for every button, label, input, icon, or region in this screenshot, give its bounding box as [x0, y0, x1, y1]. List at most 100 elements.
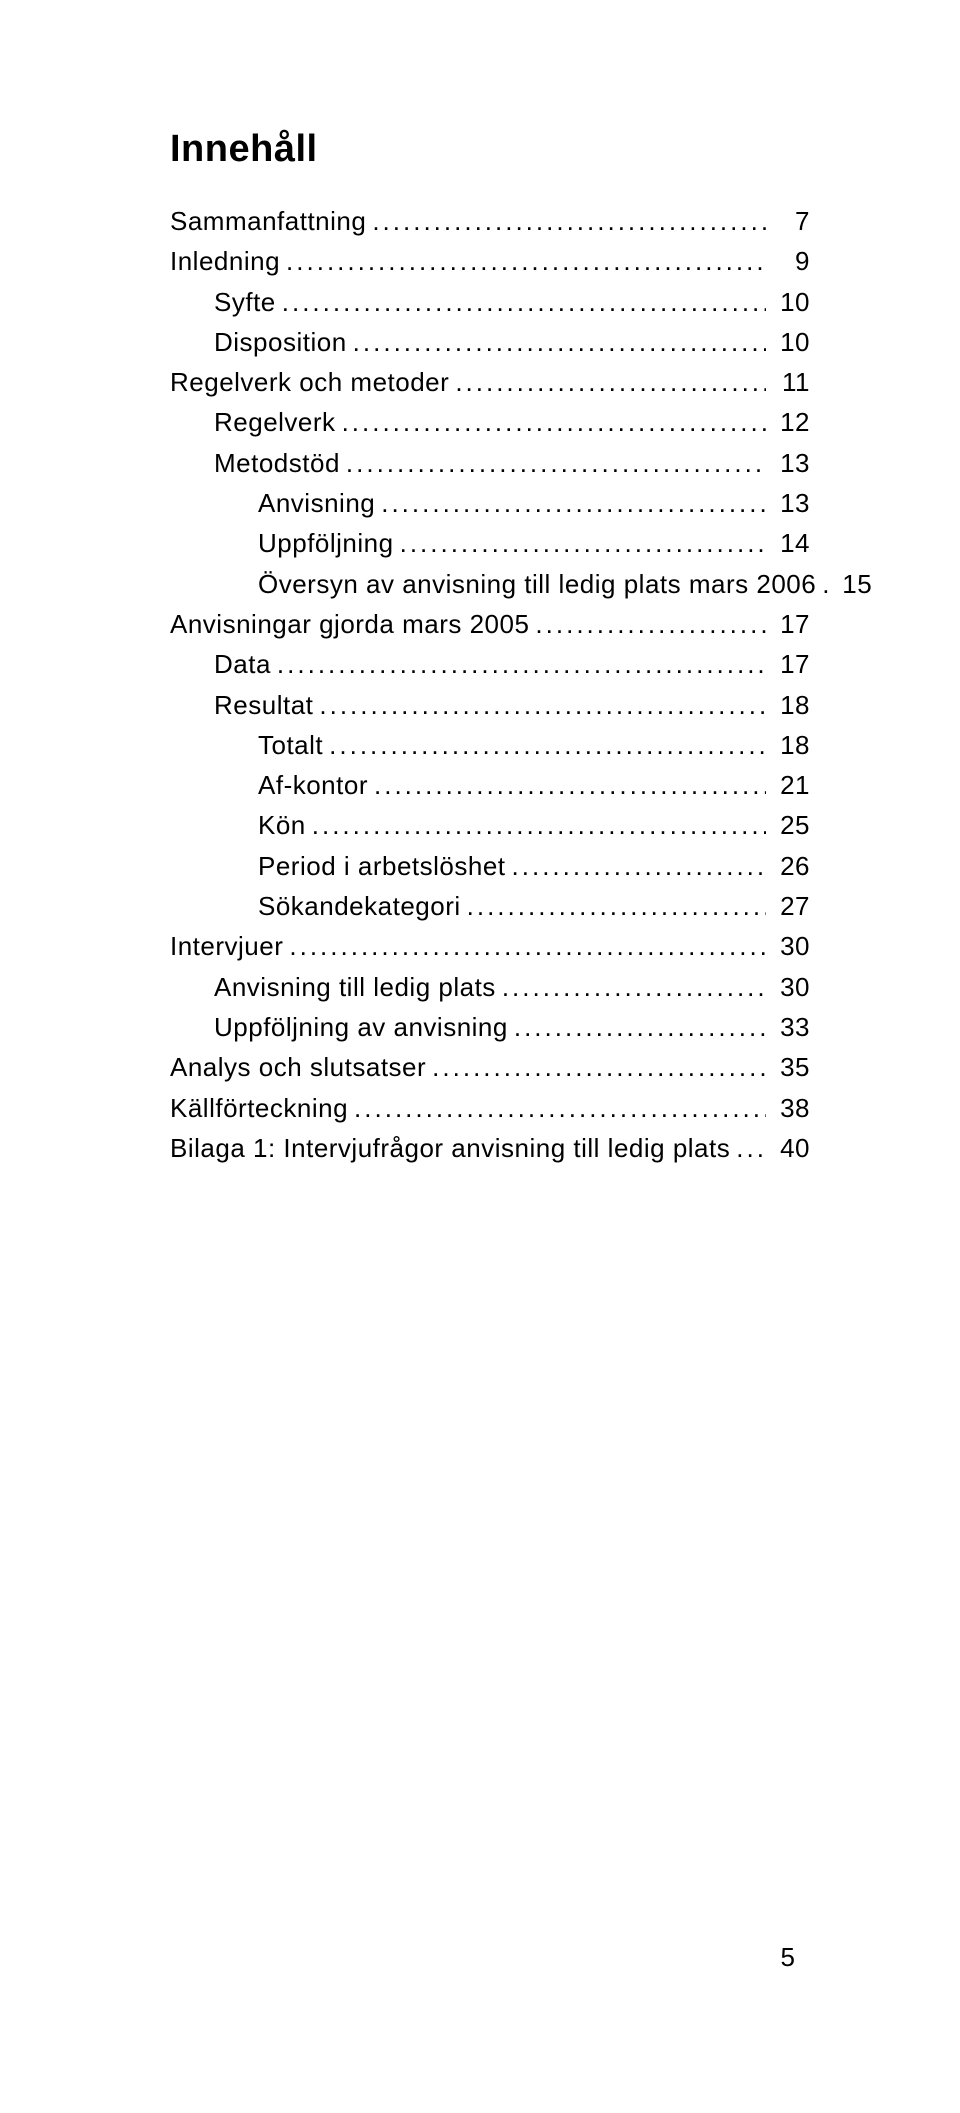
toc-entry-page: 38 — [766, 1088, 810, 1128]
toc-entry-label: Kön — [258, 805, 306, 845]
toc-leader-dots — [313, 685, 766, 725]
toc-entry-page: 33 — [766, 1007, 810, 1047]
toc-leader-dots — [730, 1128, 766, 1168]
toc-entry: Intervjuer 30 — [170, 926, 810, 966]
toc-entry-label: Data — [214, 644, 271, 684]
toc-entry: Uppföljning 14 — [170, 523, 810, 563]
toc-entry-page: 27 — [766, 886, 810, 926]
toc-entry-label: Regelverk — [214, 402, 336, 442]
toc-entry-label: Metodstöd — [214, 443, 340, 483]
toc-entry-page: 18 — [766, 685, 810, 725]
document-page: Innehåll Sammanfattning 7 Inledning 9 Syft… — [0, 0, 960, 2113]
toc-entry-page: 12 — [766, 402, 810, 442]
toc-leader-dots — [506, 846, 766, 886]
toc-entry: Regelverk 12 — [170, 402, 810, 442]
toc-entry: Anvisningar gjorda mars 2005 17 — [170, 604, 810, 644]
toc-leader-dots — [283, 926, 766, 966]
toc-entry: Uppföljning av anvisning 33 — [170, 1007, 810, 1047]
toc-entry: Totalt 18 — [170, 725, 810, 765]
toc-entry-page: 11 — [766, 362, 810, 402]
toc-entry-label: Period i arbetslöshet — [258, 846, 506, 886]
toc-leader-dots — [449, 362, 766, 402]
toc-entry-page: 10 — [766, 322, 810, 362]
toc-leader-dots — [306, 805, 766, 845]
toc-entry-label: Syfte — [214, 282, 276, 322]
toc-entry-page: 21 — [766, 765, 810, 805]
toc-entry-label: Bilaga 1: Intervjufrågor anvisning till … — [170, 1128, 730, 1168]
toc-entry-page: 17 — [766, 644, 810, 684]
toc-entry: Källförteckning 38 — [170, 1088, 810, 1128]
toc-leader-dots — [529, 604, 766, 644]
toc-entry: Resultat 18 — [170, 685, 810, 725]
toc-leader-dots — [368, 765, 766, 805]
toc-entry-page: 13 — [766, 443, 810, 483]
toc-entry-label: Anvisning — [258, 483, 375, 523]
toc-entry-page: 14 — [766, 523, 810, 563]
toc-entry: Syfte 10 — [170, 282, 810, 322]
toc-entry-label: Totalt — [258, 725, 323, 765]
toc-leader-dots — [375, 483, 766, 523]
toc-entry-page: 13 — [766, 483, 810, 523]
toc-entry: Regelverk och metoder 11 — [170, 362, 810, 402]
toc-entry-label: Af-kontor — [258, 765, 368, 805]
toc-leader-dots — [426, 1047, 766, 1087]
toc-entry: Sökandekategori 27 — [170, 886, 810, 926]
toc-entry-page: 40 — [766, 1128, 810, 1168]
toc-leader-dots — [271, 644, 766, 684]
toc-entry: Anvisning till ledig plats 30 — [170, 967, 810, 1007]
toc-entry-label: Inledning — [170, 241, 280, 281]
toc-entry-page: 9 — [766, 241, 810, 281]
toc-entry: Kön 25 — [170, 805, 810, 845]
toc-entry-page: 30 — [766, 967, 810, 1007]
toc-leader-dots — [280, 241, 766, 281]
toc-entry: Anvisning 13 — [170, 483, 810, 523]
toc-leader-dots — [348, 1088, 766, 1128]
toc-leader-dots — [461, 886, 766, 926]
toc-entry-label: Disposition — [214, 322, 347, 362]
toc-entry: Data 17 — [170, 644, 810, 684]
toc-entry: Bilaga 1: Intervjufrågor anvisning till … — [170, 1128, 810, 1168]
toc-entry-page: 25 — [766, 805, 810, 845]
toc-entry-label: Källförteckning — [170, 1088, 348, 1128]
toc-entry: Analys och slutsatser 35 — [170, 1047, 810, 1087]
toc-entry-label: Anvisningar gjorda mars 2005 — [170, 604, 529, 644]
toc-entry-label: Uppföljning — [258, 523, 394, 563]
toc-entry-label: Regelverk och metoder — [170, 362, 449, 402]
toc-entry-page: 18 — [766, 725, 810, 765]
toc-entry-page: 17 — [766, 604, 810, 644]
toc-entry-page: 35 — [766, 1047, 810, 1087]
toc-leader-dots — [816, 564, 828, 604]
toc-leader-dots — [394, 523, 766, 563]
toc-leader-dots — [323, 725, 766, 765]
toc-entry-page: 26 — [766, 846, 810, 886]
toc-entry-label: Översyn av anvisning till ledig plats ma… — [258, 564, 816, 604]
toc-leader-dots — [276, 282, 766, 322]
page-number: 5 — [781, 1942, 795, 1973]
toc-entry: Översyn av anvisning till ledig plats ma… — [170, 564, 810, 604]
toc-entry: Inledning 9 — [170, 241, 810, 281]
toc-entry: Disposition 10 — [170, 322, 810, 362]
toc-leader-dots — [508, 1007, 766, 1047]
toc-entry: Metodstöd 13 — [170, 443, 810, 483]
toc-entry: Af-kontor 21 — [170, 765, 810, 805]
toc-entry-page: 10 — [766, 282, 810, 322]
table-of-contents: Sammanfattning 7 Inledning 9 Syfte 10 Dispo… — [170, 201, 810, 1168]
toc-title: Innehåll — [170, 128, 810, 171]
toc-entry-label: Uppföljning av anvisning — [214, 1007, 508, 1047]
toc-leader-dots — [336, 402, 766, 442]
toc-entry-label: Resultat — [214, 685, 313, 725]
toc-entry-label: Anvisning till ledig plats — [214, 967, 496, 1007]
toc-entry-label: Sökandekategori — [258, 886, 461, 926]
toc-entry-label: Analys och slutsatser — [170, 1047, 426, 1087]
toc-entry-page: 7 — [766, 201, 810, 241]
toc-entry-page: 15 — [828, 564, 872, 604]
toc-entry: Sammanfattning 7 — [170, 201, 810, 241]
toc-leader-dots — [340, 443, 766, 483]
toc-leader-dots — [366, 201, 766, 241]
toc-entry-label: Intervjuer — [170, 926, 283, 966]
toc-entry: Period i arbetslöshet 26 — [170, 846, 810, 886]
toc-entry-page: 30 — [766, 926, 810, 966]
toc-leader-dots — [347, 322, 766, 362]
toc-entry-label: Sammanfattning — [170, 201, 366, 241]
toc-leader-dots — [496, 967, 766, 1007]
